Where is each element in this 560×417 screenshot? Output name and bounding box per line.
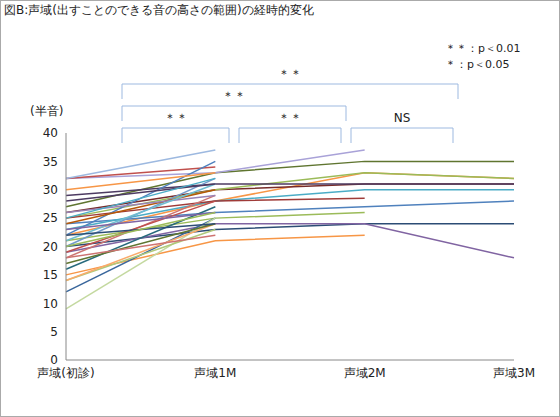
svg-text:図B:声域(出すことのできる音の高さの範囲)の経時的変化: 図B:声域(出すことのできる音の高さの範囲)の経時的変化 [8,3,314,17]
svg-text:35: 35 [43,155,58,169]
svg-text:20: 20 [43,240,58,254]
svg-text:声域3M: 声域3M [493,366,535,380]
svg-text:＊：p＜0.05: ＊：p＜0.05 [445,58,509,71]
svg-text:0: 0 [50,353,58,367]
svg-text:10: 10 [43,297,58,311]
svg-text:NS: NS [394,111,411,125]
svg-text:15: 15 [43,268,58,282]
svg-text:声域2M: 声域2M [344,366,386,380]
svg-text:＊＊: ＊＊ [278,67,302,81]
svg-text:5: 5 [50,325,58,339]
svg-text:＊＊: ＊＊ [278,111,302,125]
svg-text:＊＊：p＜0.01: ＊＊：p＜0.01 [445,42,520,55]
svg-text:＊＊: ＊＊ [164,111,188,125]
svg-text:声域1M: 声域1M [194,366,236,380]
svg-text:＊＊: ＊＊ [222,89,246,103]
svg-text:40: 40 [43,126,58,140]
svg-text:25: 25 [43,211,58,225]
svg-text:(半音): (半音) [30,104,63,118]
svg-text:30: 30 [43,183,58,197]
svg-text:声域(初診): 声域(初診) [37,366,94,380]
